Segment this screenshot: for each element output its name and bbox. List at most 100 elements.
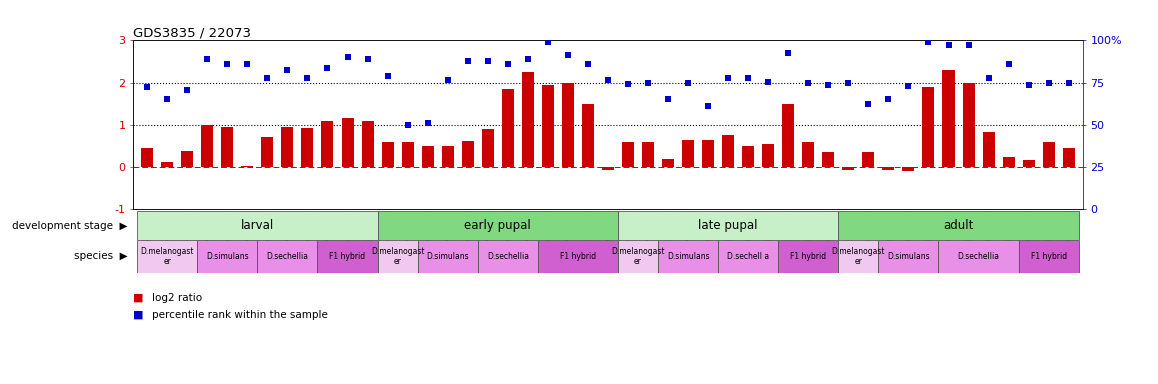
Bar [582, 104, 594, 167]
Bar [943, 70, 954, 167]
Bar [378, 211, 618, 240]
Point [198, 56, 217, 62]
Text: percentile rank within the sample: percentile rank within the sample [152, 310, 328, 320]
Point [719, 75, 738, 81]
Text: D.simulans: D.simulans [667, 252, 710, 261]
Point [318, 65, 337, 71]
Point [698, 103, 717, 109]
Bar [201, 125, 213, 167]
Point [519, 56, 537, 62]
Point [779, 50, 798, 56]
Point [679, 79, 697, 86]
Point [1040, 79, 1058, 86]
Bar [478, 240, 537, 273]
Point [178, 87, 197, 93]
Point [879, 96, 897, 103]
Point [218, 61, 236, 67]
Bar [778, 240, 838, 273]
Bar [1063, 148, 1075, 167]
Bar [642, 142, 654, 167]
Point [639, 79, 658, 86]
Point [758, 79, 777, 85]
Text: F1 hybrid: F1 hybrid [559, 252, 596, 261]
Text: D.simulans: D.simulans [887, 252, 930, 261]
Bar [1019, 240, 1079, 273]
Text: F1 hybrid: F1 hybrid [330, 252, 366, 261]
Point [478, 58, 497, 65]
Bar [879, 240, 938, 273]
Bar [317, 240, 378, 273]
Text: ■: ■ [133, 293, 144, 303]
Text: late pupal: late pupal [698, 219, 757, 232]
Bar [718, 240, 778, 273]
Bar [842, 167, 855, 170]
Bar [161, 162, 174, 167]
Bar [838, 211, 1079, 240]
Text: F1 hybrid: F1 hybrid [1031, 252, 1067, 261]
Bar [802, 142, 814, 167]
Text: D.melanogast
er: D.melanogast er [140, 247, 195, 266]
Point [859, 101, 878, 107]
Bar [618, 240, 658, 273]
Bar [418, 240, 478, 273]
Bar [1042, 142, 1055, 167]
Bar [682, 140, 694, 167]
Point [840, 79, 858, 86]
Bar [962, 83, 975, 167]
Bar [882, 167, 894, 170]
Bar [241, 166, 254, 167]
Bar [723, 136, 734, 167]
Point [899, 83, 917, 89]
Point [418, 120, 437, 126]
Bar [402, 142, 413, 167]
Point [659, 96, 677, 103]
Point [538, 40, 557, 46]
Point [919, 40, 938, 46]
Text: ■: ■ [133, 310, 144, 320]
Point [379, 73, 397, 79]
Bar [702, 140, 714, 167]
Point [819, 82, 837, 88]
Bar [197, 240, 257, 273]
Point [599, 78, 617, 84]
Point [299, 75, 317, 81]
Point [939, 41, 958, 48]
Bar [662, 159, 674, 167]
Bar [182, 151, 193, 167]
Bar [221, 127, 233, 167]
Bar [137, 240, 197, 273]
Text: D.melanogast
er: D.melanogast er [611, 247, 665, 266]
Bar [542, 85, 554, 167]
Text: F1 hybrid: F1 hybrid [790, 252, 827, 261]
Bar [361, 121, 374, 167]
Point [358, 56, 376, 62]
Text: log2 ratio: log2 ratio [152, 293, 201, 303]
Text: D.melanogast
er: D.melanogast er [371, 247, 424, 266]
Bar [742, 146, 754, 167]
Point [959, 41, 977, 48]
Point [980, 75, 998, 81]
Point [138, 84, 156, 90]
Point [459, 58, 477, 65]
Bar [342, 118, 353, 167]
Point [398, 122, 417, 128]
Text: D.sechell a: D.sechell a [727, 252, 769, 261]
Point [799, 79, 818, 86]
Bar [838, 240, 879, 273]
Text: early pupal: early pupal [464, 219, 532, 232]
Bar [938, 240, 1019, 273]
Point [157, 96, 176, 103]
Bar [602, 167, 614, 170]
Bar [378, 240, 418, 273]
Bar [422, 146, 433, 167]
Bar [822, 152, 834, 167]
Bar [762, 144, 775, 167]
Point [439, 78, 457, 84]
Bar [1023, 160, 1034, 167]
Bar [382, 142, 394, 167]
Bar [783, 104, 794, 167]
Point [338, 54, 357, 60]
Text: adult: adult [944, 219, 974, 232]
Point [999, 61, 1018, 67]
Bar [462, 141, 474, 167]
